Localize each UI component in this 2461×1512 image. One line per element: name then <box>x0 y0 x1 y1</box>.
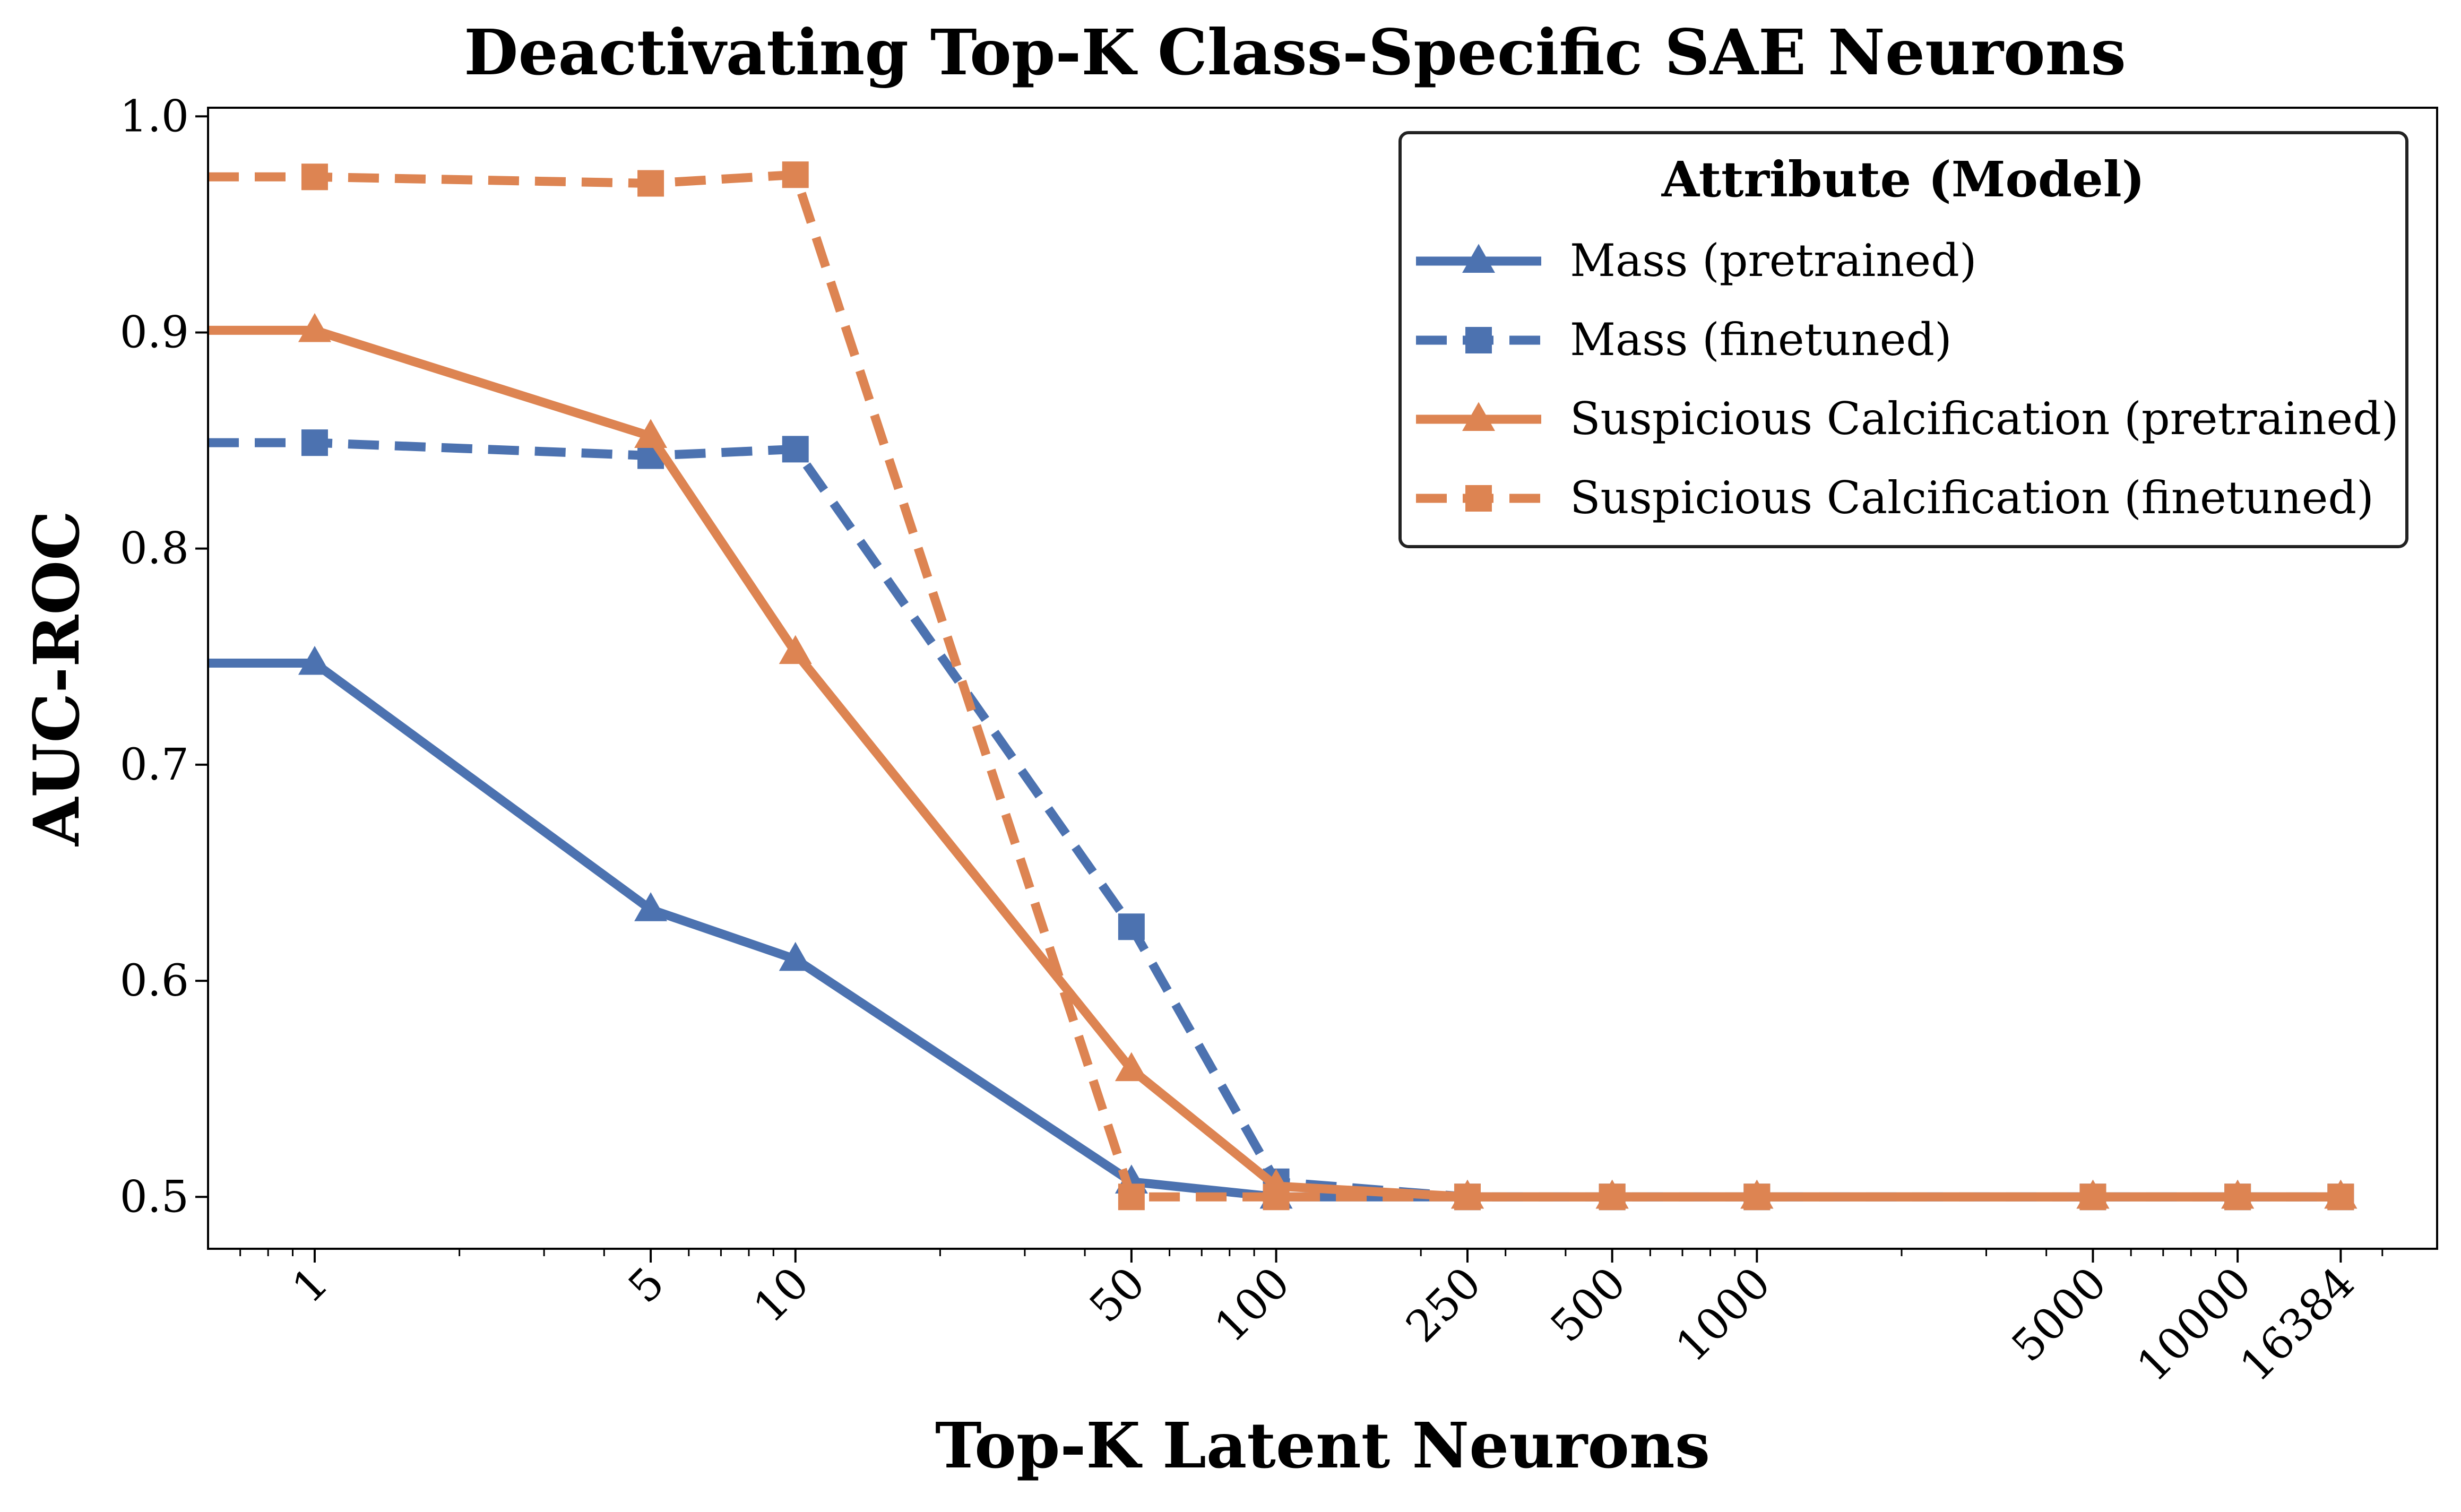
data-point <box>1462 402 1495 431</box>
series-4 <box>208 161 2354 1211</box>
data-point <box>2079 1183 2106 1211</box>
y-tick-label: 0.5 <box>120 1172 189 1222</box>
legend-entry: Suspicious Calcification (pretrained) <box>1416 393 2399 445</box>
data-point <box>2327 1183 2354 1211</box>
series-line <box>208 325 2341 1202</box>
legend-label: Suspicious Calcification (pretrained) <box>1570 393 2399 445</box>
legend-label: Mass (pretrained) <box>1570 235 1977 287</box>
data-point <box>1118 1183 1145 1211</box>
data-point <box>779 635 812 664</box>
series-layer <box>208 161 2358 1211</box>
y-tick-label: 0.6 <box>120 956 189 1006</box>
data-point <box>1465 327 1492 353</box>
data-point <box>782 161 809 188</box>
data-point <box>298 645 331 675</box>
data-point <box>1462 244 1495 273</box>
y-tick-label: 1.0 <box>120 91 189 142</box>
y-tick-label: 0.7 <box>120 740 189 790</box>
data-point <box>1743 1183 1771 1211</box>
y-tick-label: 0.8 <box>120 524 189 574</box>
data-point <box>1263 1183 1290 1211</box>
data-point <box>2224 1183 2251 1211</box>
legend-entry: Mass (pretrained) <box>1416 235 1977 287</box>
legend: Attribute (Model) Mass (pretrained)Mass … <box>1398 131 2408 548</box>
plot-frame <box>207 107 2438 1250</box>
x-tick-label: 10000 <box>2128 1258 2261 1392</box>
data-point <box>634 892 668 921</box>
x-tick-label: 5 <box>619 1258 674 1313</box>
data-point <box>782 436 809 463</box>
x-tick-label: 250 <box>1396 1258 1491 1352</box>
data-point <box>1118 913 1145 940</box>
legend-entry: Suspicious Calcification (finetuned) <box>1416 472 2374 524</box>
x-axis-label: Top-K Latent Neurons <box>935 1409 1710 1482</box>
x-tick-label: 50 <box>1080 1258 1155 1333</box>
x-tick-label: 10 <box>744 1258 819 1333</box>
x-tick-label: 500 <box>1541 1258 1636 1352</box>
data-point <box>637 170 664 197</box>
data-point <box>1599 1183 1626 1211</box>
series-line <box>208 170 2341 1202</box>
y-tick-label: 0.9 <box>120 307 189 358</box>
legend-title: Attribute (Model) <box>1661 151 2145 208</box>
x-tick-label: 5000 <box>2002 1258 2117 1372</box>
chart-title: Deactivating Top-K Class-Specific SAE Ne… <box>464 15 2126 89</box>
legend-box <box>1398 131 2408 548</box>
x-tick-label: 1 <box>283 1258 338 1313</box>
data-point <box>301 163 328 191</box>
legend-entry: Mass (finetuned) <box>1416 314 1952 366</box>
y-axis-label: AUC-ROC <box>20 511 93 846</box>
legend-label: Mass (finetuned) <box>1570 314 1952 366</box>
data-point <box>301 429 328 456</box>
data-point <box>779 941 812 971</box>
legend-entries: Mass (pretrained) Mass (finetuned) Suspici… <box>1416 235 2399 524</box>
legend-label: Suspicious Calcification (finetuned) <box>1570 472 2374 524</box>
x-tick-label: 1000 <box>1666 1258 1781 1372</box>
data-point <box>1454 1183 1481 1211</box>
x-tick-label: 100 <box>1205 1258 1300 1352</box>
data-point <box>298 313 331 342</box>
x-tick-label: 16384 <box>2231 1258 2364 1392</box>
data-point <box>634 419 668 448</box>
data-point <box>1115 1052 1148 1082</box>
data-point <box>1465 485 1492 512</box>
